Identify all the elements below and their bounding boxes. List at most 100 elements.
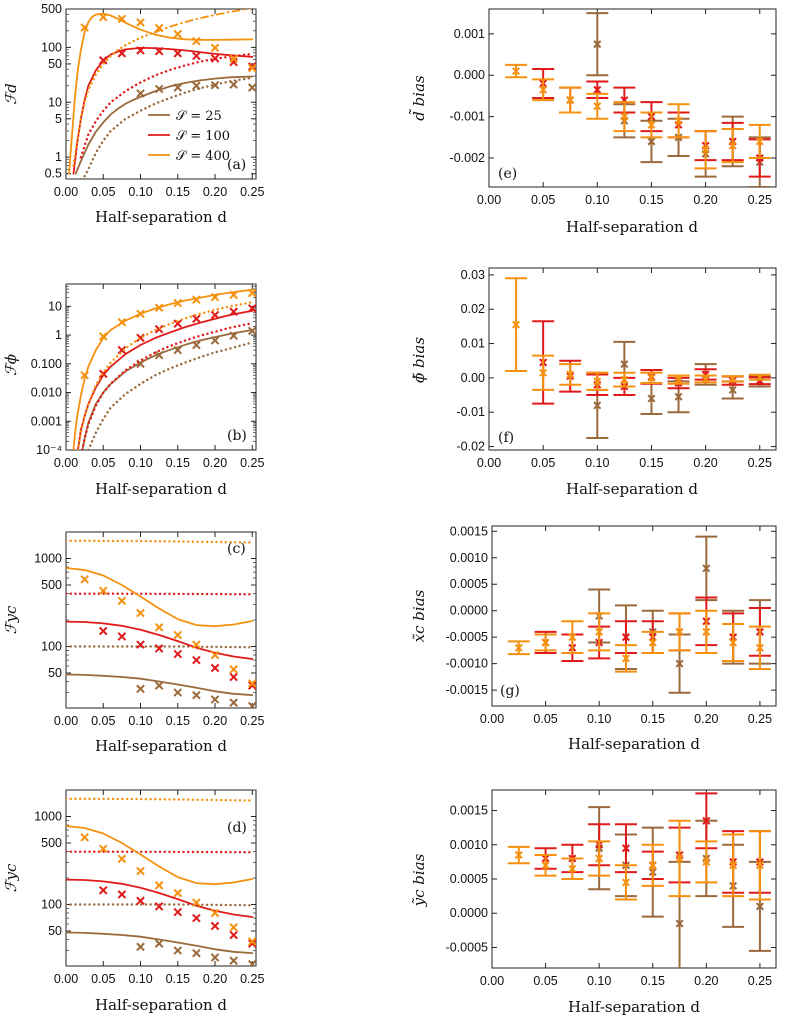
panel-b-series-5-point	[210, 310, 220, 320]
panel-a-series-9-point	[98, 12, 108, 22]
panel-h-xtick-label: 0.25	[748, 974, 772, 988]
panel-f-series-0-point	[620, 360, 629, 369]
panel-e-ytick-label: -0.001	[450, 110, 485, 124]
panel-c-xtick-label: 0.25	[240, 714, 264, 728]
panel-c-series-2-point	[229, 698, 238, 707]
panel-e-xtick-label: 0.00	[477, 193, 501, 207]
panel-c-series	[66, 539, 256, 708]
panel-c-series-0-solid-line	[66, 673, 254, 696]
panel-g-label: (g)	[500, 683, 520, 699]
panel-b-ytick-label: 1	[55, 328, 62, 342]
panel-c-xtick-label: 0.00	[54, 714, 78, 728]
panel-f-ytick-label: -0.01	[457, 405, 486, 419]
panel-b-series-1-dotted-line	[87, 341, 254, 450]
panel-b-series-8-point	[247, 288, 256, 298]
panel-g-ytick-label: 0.0015	[450, 524, 488, 538]
panel-c-series-5-point	[210, 663, 220, 673]
panel-h-ylabel: ỹc bias	[410, 853, 428, 907]
panel-a-series-9-point	[173, 29, 183, 39]
panel-b-plot-area	[72, 288, 256, 450]
panel-c-xlabel: Half-separation d	[95, 737, 227, 755]
panel-f-series-0-point	[674, 392, 683, 401]
panel-g-ytick-label: 0.0005	[450, 577, 488, 591]
panel-b-series-2-point	[210, 336, 220, 345]
panel-g-series-2-point	[568, 633, 577, 642]
panel-e-xtick-label: 0.15	[639, 193, 663, 207]
panel-f-series-0-point	[647, 394, 656, 403]
panel-h-series-0-point	[755, 902, 764, 911]
panel-h-series-2-point	[702, 857, 711, 866]
panel-f-xtick-label: 0.25	[748, 456, 772, 470]
panel-b-series-8-point	[80, 370, 89, 380]
panel-e-series-2-point	[647, 120, 656, 129]
panel-b-series-8-point	[98, 332, 108, 341]
panel-f-series-2-point	[593, 377, 602, 386]
panel-b-series-5-point	[247, 304, 256, 313]
panel-c-series-8-point	[80, 575, 89, 584]
panel-h-ytick-label: 0.0010	[450, 838, 488, 852]
panel-d-xlabel: Half-separation d	[95, 996, 227, 1014]
panel-c-series-5-point	[154, 644, 164, 653]
panel-b-ytick-label: 0.100	[31, 357, 62, 371]
panel-f-xtick-label: 0.10	[585, 456, 609, 470]
panel-b-ytick-label: 0.010	[31, 386, 62, 400]
panel-d-xtick-label: 0.05	[91, 972, 115, 986]
panel-d-series-8-point	[154, 881, 164, 890]
panel-e-frame	[488, 8, 777, 188]
panel-g-xticks: 0.00 0.05 0.10 0.15 0.20 0.25	[480, 526, 772, 726]
panel-b-series-5-point	[229, 307, 238, 317]
panel-e-xtick-label: 0.25	[748, 193, 772, 207]
panel-h-yticks: -0.0005 0.0000 0.0005 0.0010 0.0015	[446, 804, 776, 954]
panel-f-ytick-label: 0.01	[461, 337, 485, 351]
panel-a-ytick-label: 50	[48, 57, 62, 71]
panel-a-series-2-point	[192, 81, 201, 91]
panel-a-series-3-solid-line	[72, 47, 254, 175]
panel-c-series-2-point	[192, 690, 201, 700]
panel-f-ytick-label: 0.02	[461, 302, 485, 316]
panel-h-ytick-label: 0.0000	[450, 906, 488, 920]
panel-g: -0.0015-0.0010-0.00050.00000.00050.00100…	[410, 524, 777, 753]
panel-b-series-8-point	[210, 292, 220, 302]
panel-c-series-8-point	[117, 596, 127, 606]
panel-a-ytick-label: 500	[41, 2, 62, 16]
panel-b-series-8-point	[173, 298, 183, 308]
panel-a-series-5-point	[229, 57, 238, 67]
panel-g-series-2-point	[621, 654, 630, 663]
panel-e-series-2-point	[701, 145, 710, 154]
panel-c-xtick-label: 0.15	[166, 714, 190, 728]
panel-b-xticks: 0.00 0.05 0.10 0.15 0.20 0.25	[54, 284, 264, 470]
panel-b-series-2-point	[173, 345, 183, 355]
panel-d-series-2-point	[210, 953, 220, 962]
panel-d-series-2-point	[173, 946, 183, 955]
panel-a-series-2-point	[136, 89, 145, 98]
panel-a-ytick-label: 5	[55, 112, 62, 126]
panel-d-yticks: 50 100 500 1000	[34, 789, 256, 967]
panel-h: -0.0005 0.0000 0.0005 0.0010 0.0015 0.00 0.05…	[410, 789, 777, 1016]
panel-a-xtick-label: 0.15	[166, 185, 190, 199]
panel-d-series-5-point	[173, 907, 183, 917]
panel-a-series-0-solid-line	[74, 75, 254, 175]
panel-f-ytick-label: 0.03	[461, 268, 485, 282]
panel-e: -0.002-0.0010.0000.001 0.00 0.05 0.10 0.15 0…	[409, 8, 777, 236]
panel-g-series-2-point	[729, 638, 738, 647]
panel-g-series-2-point	[541, 638, 550, 647]
panel-h-xtick-label: 0.00	[480, 974, 504, 988]
panel-h-series-2-point	[621, 878, 630, 887]
panel-h-series-1-point	[702, 816, 711, 825]
panel-h-ytick-label: 0.0005	[450, 872, 488, 886]
panel-b-label: (b)	[227, 428, 247, 444]
panel-f-ytick-label: -0.02	[457, 440, 486, 454]
panel-b-ytick-label: 10	[48, 299, 62, 313]
panel-a-xticks: 0.00 0.05 0.10 0.15 0.20 0.25	[54, 9, 264, 199]
panel-d-series-8-point	[136, 866, 145, 876]
panel-h-series-2-point	[729, 861, 738, 870]
panel-b-series-8-point	[117, 317, 127, 327]
panel-b-xtick-label: 0.20	[203, 456, 227, 470]
panel-f-series-0-point	[593, 401, 602, 410]
panel-d-ytick-label: 50	[48, 924, 62, 938]
panel-g-plot-area	[507, 535, 771, 694]
panel-d-xticks: 0.00 0.05 0.10 0.15 0.20 0.25	[54, 790, 264, 986]
panel-a-series-5-point	[210, 54, 220, 63]
panel-a-series-5-point	[117, 48, 127, 58]
panel-e-series-2-point	[566, 96, 575, 105]
